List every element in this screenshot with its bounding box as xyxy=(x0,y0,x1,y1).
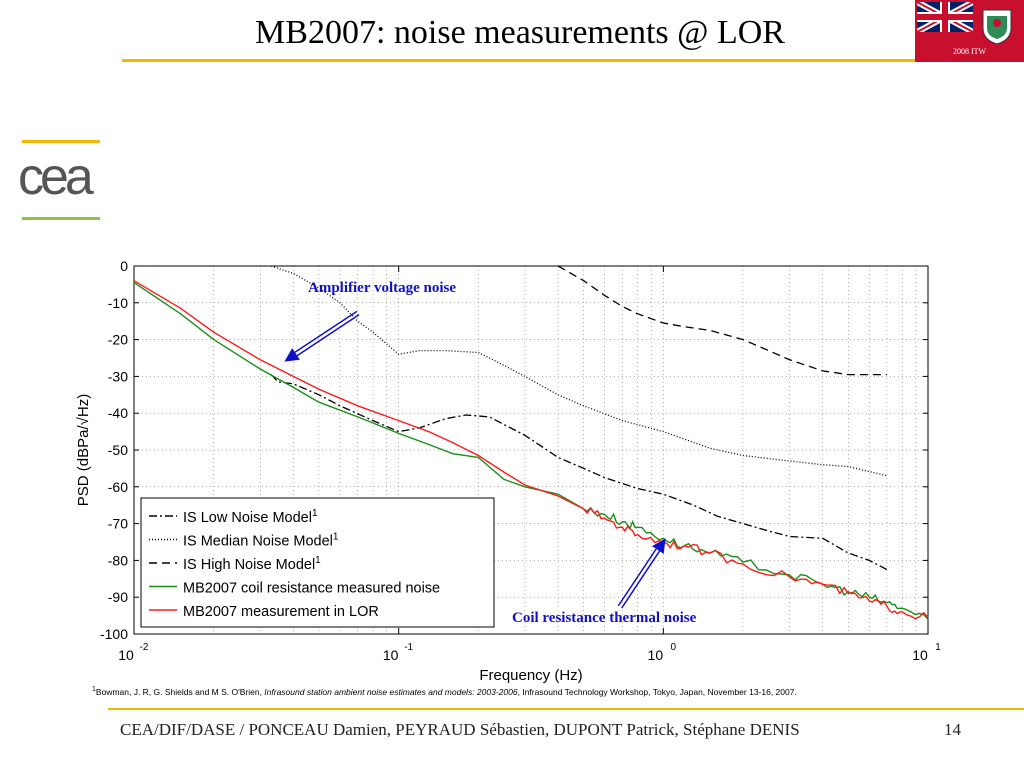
x-tick-label-exponent: 0 xyxy=(671,642,677,653)
annotation-arrow-shaft-0 xyxy=(294,310,358,353)
annotation-arrow-shaft-1 xyxy=(621,550,661,609)
y-tick-label: -70 xyxy=(108,516,128,532)
series-line-2 xyxy=(557,265,887,376)
y-tick-label: -30 xyxy=(108,368,128,384)
annotation-arrow-head-1 xyxy=(652,538,666,554)
footer-rule xyxy=(108,708,1024,710)
y-tick-label: -90 xyxy=(108,589,128,605)
x-tick-label: 10 xyxy=(383,647,399,663)
badge-label: 2008 ITW xyxy=(952,47,987,56)
x-tick-label: 10 xyxy=(118,647,134,663)
series-line-4 xyxy=(133,280,929,620)
footer-authors: CEA/DIF/DASE / PONCEAU Damien, PEYRAUD S… xyxy=(120,720,800,739)
page-number: 14 xyxy=(944,720,961,739)
annotation-coil-thermal-noise: Coil resistance thermal noise xyxy=(512,610,697,626)
legend-label-4: MB2007 measurement in LOR xyxy=(183,604,379,620)
legend-label-3: MB2007 coil resistance measured noise xyxy=(183,581,440,597)
footnote-mark: 1 xyxy=(92,686,96,693)
uk-flag-icon xyxy=(917,2,973,32)
workshop-badge: 2008 ITW xyxy=(915,0,1024,62)
title-underline xyxy=(122,59,915,62)
annotation-arrow-head-0 xyxy=(284,348,300,362)
x-axis-label: Frequency (Hz) xyxy=(479,667,582,684)
y-tick-label: -80 xyxy=(108,552,128,568)
annotation-amplifier-noise: Amplifier voltage noise xyxy=(308,280,457,296)
cea-logo: cea xyxy=(18,148,94,206)
slide-title: MB2007: noise measurements @ LOR xyxy=(255,14,785,51)
legend-label-2: IS High Noise Model1 xyxy=(183,555,321,573)
y-tick-label: -10 xyxy=(108,295,128,311)
y-tick-label: -20 xyxy=(108,332,128,348)
x-tick-label: 10 xyxy=(648,647,664,663)
y-tick-label: 0 xyxy=(120,258,128,274)
y-tick-label: -100 xyxy=(100,626,128,642)
footnote-authors: Bowman, J. R, G. Shields and M S. O'Brie… xyxy=(95,686,265,697)
y-tick-label: -60 xyxy=(108,479,128,495)
y-axis-label: PSD (dBPa/√Hz) xyxy=(75,394,92,506)
legend-label-0: IS Low Noise Model1 xyxy=(183,508,318,526)
footnote-title: Infrasound station ambient noise estimat… xyxy=(264,686,518,697)
series-line-0 xyxy=(270,374,888,571)
logo-rule-top xyxy=(22,140,100,143)
footnote-rest: , Infrasound Technology Workshop, Tokyo,… xyxy=(517,686,797,697)
logo-rule-bottom xyxy=(22,217,100,220)
y-tick-label: -50 xyxy=(108,442,128,458)
x-tick-label-exponent: -1 xyxy=(404,642,413,653)
legend-box xyxy=(140,497,495,628)
annotation-arrow-shaft-1 xyxy=(617,548,657,607)
bermuda-crest-icon xyxy=(982,9,1012,45)
x-tick-label-exponent: 1 xyxy=(935,642,941,653)
annotation-arrow-shaft-0 xyxy=(296,314,360,357)
footnote: 1Bowman, J. R, G. Shields and M S. O'Bri… xyxy=(92,686,797,697)
y-tick-label: -40 xyxy=(108,405,128,421)
x-tick-label: 10 xyxy=(912,647,928,663)
legend-label-1: IS Median Noise Model1 xyxy=(183,532,339,550)
x-tick-label-exponent: -2 xyxy=(140,642,149,653)
